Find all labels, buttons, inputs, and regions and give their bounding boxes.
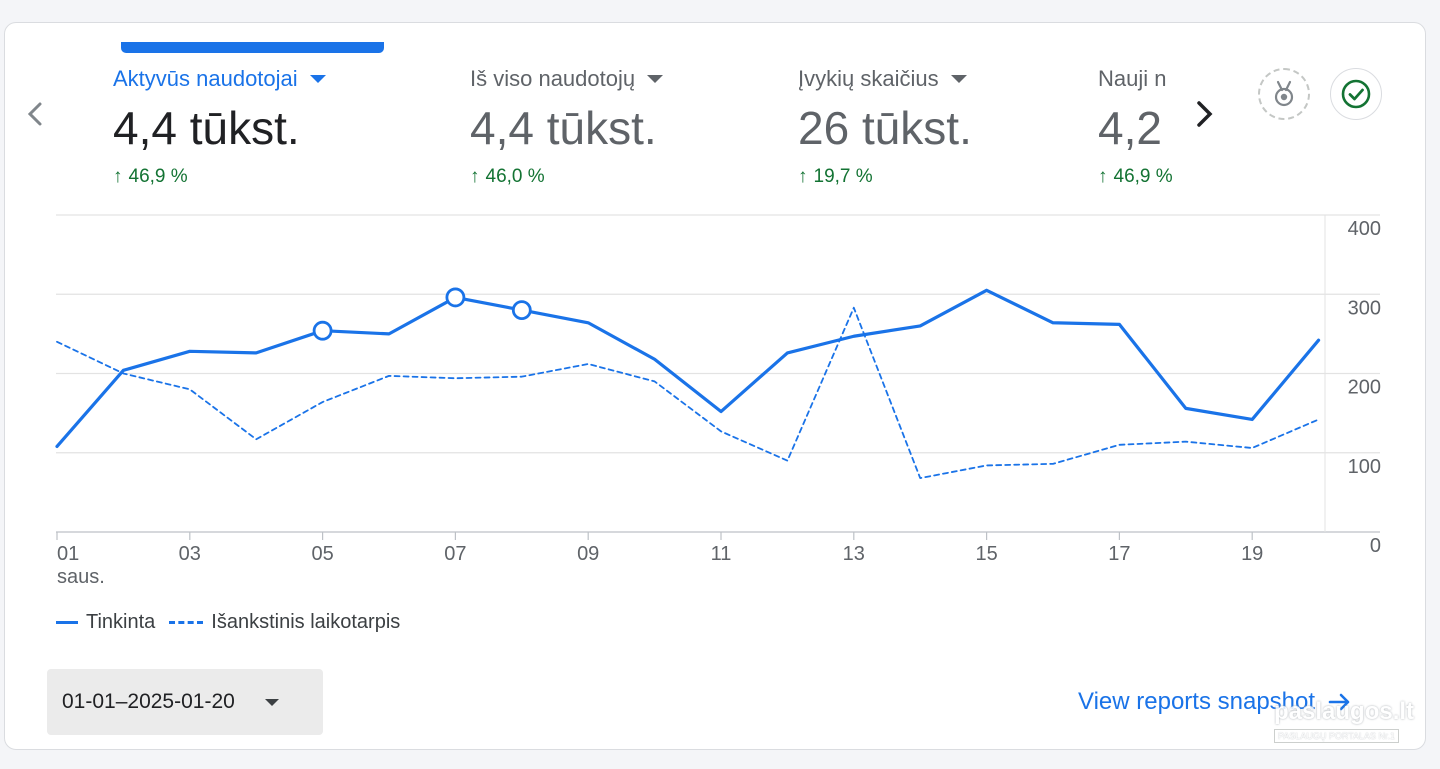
x-tick-label: 19 xyxy=(1241,543,1263,565)
metric-new-users[interactable]: Nauji n 4,2 ↑ 46,9 % xyxy=(1098,66,1172,188)
arrow-up-icon: ↑ xyxy=(470,166,480,187)
arrow-up-icon: ↑ xyxy=(798,166,808,187)
x-tick-label: 07 xyxy=(444,543,466,565)
metric-value: 26 tūkst. xyxy=(798,102,972,154)
y-tick-label: 0 xyxy=(1370,535,1381,557)
watermark-sub: PASLAUGŲ PORTALAS Nr.1 xyxy=(1274,729,1400,743)
date-range-label: 01-01–2025-01-20 xyxy=(62,690,235,713)
medal-badge-icon[interactable] xyxy=(1258,68,1310,120)
arrow-up-icon: ↑ xyxy=(1098,166,1108,187)
data-point-marker xyxy=(312,320,333,341)
chevron-right-icon[interactable] xyxy=(1188,94,1222,134)
line-chart: 400 300 200 100 0 01 03 05 07 09 11 13 15 17 19 saus. xyxy=(55,214,1381,588)
metric-change: ↑ 46,9 % xyxy=(1098,166,1172,187)
x-tick-label: 13 xyxy=(843,543,865,565)
caret-down-icon xyxy=(264,698,279,706)
view-reports-link[interactable]: View reports snapshot xyxy=(1078,688,1353,716)
metric-value: 4,4 tūkst. xyxy=(470,102,657,154)
data-point-marker xyxy=(511,300,532,321)
caret-down-icon xyxy=(309,75,326,83)
view-reports-label: View reports snapshot xyxy=(1078,688,1316,715)
y-tick-label: 400 xyxy=(1348,218,1381,240)
overview-card xyxy=(4,22,1426,750)
y-tick-label: 200 xyxy=(1348,377,1381,399)
date-range-dropdown[interactable]: 01-01–2025-01-20 xyxy=(47,669,323,735)
metrics-row: Aktyvūs naudotojai 4,4 tūkst. ↑ 46,9 % Iš… xyxy=(0,22,1172,212)
x-tick-label: 03 xyxy=(179,543,201,565)
legend-item-current[interactable]: Tinkinta xyxy=(56,611,155,634)
x-tick-label: 15 xyxy=(975,543,997,565)
x-tick-label: 17 xyxy=(1108,543,1130,565)
x-month-label: saus. xyxy=(57,566,105,588)
metric-value: 4,4 tūkst. xyxy=(113,102,300,154)
legend-item-previous[interactable]: Išankstinis laikotarpis xyxy=(169,611,400,634)
caret-down-icon xyxy=(950,75,967,83)
metric-label[interactable]: Įvykių skaičius xyxy=(798,66,972,92)
check-circle-icon[interactable] xyxy=(1330,68,1382,120)
watermark-main: paslaugos.lt xyxy=(1274,698,1415,725)
x-tick-label: 01 xyxy=(57,543,79,565)
legend-solid-swatch xyxy=(56,621,78,624)
metric-change: ↑ 46,0 % xyxy=(470,166,545,187)
data-point-marker xyxy=(445,287,466,308)
chart-legend: Tinkinta Išankstinis laikotarpis xyxy=(56,611,414,634)
y-tick-label: 300 xyxy=(1348,297,1381,319)
legend-dashed-swatch xyxy=(169,621,204,624)
metric-label[interactable]: Nauji n xyxy=(1098,66,1167,91)
metric-label[interactable]: Iš viso naudotojų xyxy=(470,66,664,92)
series-line-previous xyxy=(56,306,1320,480)
active-tab-indicator xyxy=(121,42,384,53)
legend-label: Išankstinis laikotarpis xyxy=(211,611,401,633)
site-watermark: paslaugos.lt PASLAUGŲ PORTALAS Nr.1 xyxy=(1274,698,1420,748)
series-line-current xyxy=(55,288,1321,449)
chevron-left-icon[interactable] xyxy=(20,96,52,132)
caret-down-icon xyxy=(647,75,664,83)
metric-change: ↑ 19,7 % xyxy=(798,166,873,187)
arrow-up-icon: ↑ xyxy=(113,166,123,187)
arrow-right-icon xyxy=(1328,693,1350,711)
metric-total-users[interactable]: Iš viso naudotojų 4,4 tūkst. ↑ 46,0 % xyxy=(470,66,664,188)
y-tick-label: 100 xyxy=(1348,456,1381,478)
metric-change: ↑ 46,9 % xyxy=(113,166,188,187)
metric-active-users[interactable]: Aktyvūs naudotojai 4,4 tūkst. ↑ 46,9 % xyxy=(113,66,326,188)
x-tick-label: 09 xyxy=(577,543,599,565)
metric-value: 4,2 xyxy=(1098,102,1162,154)
metric-label[interactable]: Aktyvūs naudotojai xyxy=(113,66,326,92)
x-tick-label: 05 xyxy=(311,543,333,565)
legend-label: Tinkinta xyxy=(86,611,156,633)
metric-event-count[interactable]: Įvykių skaičius 26 tūkst. ↑ 19,7 % xyxy=(798,66,972,188)
x-tick-label: 11 xyxy=(711,543,732,565)
